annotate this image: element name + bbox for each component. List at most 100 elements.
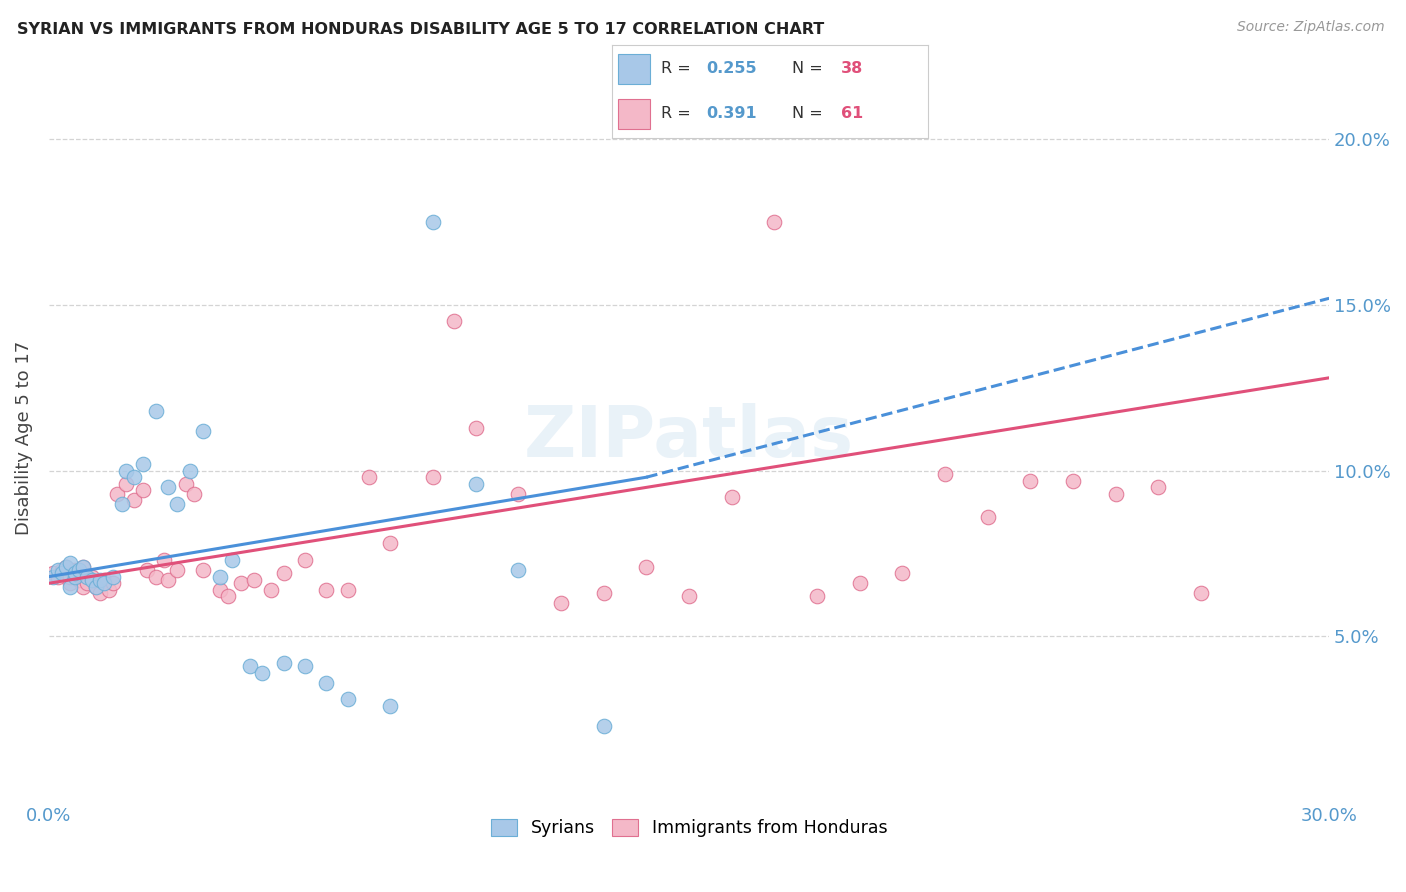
Point: [63, 566, 86, 581]
Point: [93, 573, 115, 587]
Point: [89, 573, 111, 587]
Point: [422, 215, 444, 229]
Bar: [619, 99, 650, 129]
Point: [422, 470, 444, 484]
Point: [183, 487, 205, 501]
Point: [273, 566, 295, 581]
Point: [89, 586, 111, 600]
Point: [84, 580, 107, 594]
Point: [1019, 474, 1042, 488]
Point: [508, 487, 530, 501]
Point: [59, 576, 82, 591]
Point: [550, 596, 572, 610]
Point: [217, 590, 239, 604]
Point: [63, 563, 86, 577]
Point: [101, 576, 124, 591]
Point: [114, 476, 136, 491]
Point: [97, 582, 120, 597]
Point: [76, 569, 98, 583]
Text: Source: ZipAtlas.com: Source: ZipAtlas.com: [1237, 20, 1385, 34]
Point: [592, 719, 614, 733]
Y-axis label: Disability Age 5 to 17: Disability Age 5 to 17: [15, 341, 32, 534]
Point: [336, 582, 359, 597]
Point: [1062, 474, 1084, 488]
Point: [59, 557, 82, 571]
Point: [124, 470, 146, 484]
Text: 0.255: 0.255: [707, 61, 758, 76]
Point: [208, 582, 231, 597]
Bar: [619, 54, 650, 84]
Point: [153, 553, 176, 567]
Text: 0.391: 0.391: [707, 106, 758, 121]
Text: 61: 61: [841, 106, 863, 121]
Point: [592, 586, 614, 600]
Point: [464, 476, 486, 491]
Point: [166, 497, 188, 511]
Point: [46, 569, 69, 583]
Text: SYRIAN VS IMMIGRANTS FROM HONDURAS DISABILITY AGE 5 TO 17 CORRELATION CHART: SYRIAN VS IMMIGRANTS FROM HONDURAS DISAB…: [17, 22, 824, 37]
Text: N =: N =: [792, 106, 828, 121]
Point: [157, 480, 180, 494]
Point: [243, 573, 266, 587]
Point: [55, 559, 77, 574]
Text: R =: R =: [661, 106, 696, 121]
Point: [145, 569, 167, 583]
Text: ZIPatlas: ZIPatlas: [524, 403, 853, 472]
Point: [221, 553, 243, 567]
Point: [124, 493, 146, 508]
Point: [136, 563, 159, 577]
Point: [1189, 586, 1212, 600]
Point: [105, 487, 128, 501]
Point: [294, 553, 316, 567]
Point: [1105, 487, 1128, 501]
Point: [260, 582, 283, 597]
Point: [636, 559, 658, 574]
Point: [72, 580, 94, 594]
Point: [80, 569, 103, 583]
Point: [464, 420, 486, 434]
Point: [72, 559, 94, 574]
Point: [145, 404, 167, 418]
Point: [229, 576, 252, 591]
Point: [114, 464, 136, 478]
Point: [110, 497, 132, 511]
Point: [508, 563, 530, 577]
Point: [315, 675, 337, 690]
Point: [763, 215, 786, 229]
Point: [443, 314, 465, 328]
Point: [294, 659, 316, 673]
Point: [84, 580, 107, 594]
Point: [977, 510, 1000, 524]
Point: [720, 490, 742, 504]
Point: [357, 470, 380, 484]
Point: [238, 659, 260, 673]
Point: [67, 573, 90, 587]
Point: [51, 563, 73, 577]
Point: [80, 573, 103, 587]
Point: [252, 665, 274, 680]
Point: [678, 590, 700, 604]
Point: [55, 559, 77, 574]
Legend: Syrians, Immigrants from Honduras: Syrians, Immigrants from Honduras: [484, 812, 894, 844]
Point: [93, 576, 115, 591]
Point: [848, 576, 870, 591]
Point: [42, 569, 65, 583]
Point: [132, 457, 155, 471]
Point: [1147, 480, 1170, 494]
Point: [63, 569, 86, 583]
Point: [132, 483, 155, 498]
Point: [891, 566, 914, 581]
Point: [191, 424, 214, 438]
Text: N =: N =: [792, 61, 828, 76]
Point: [67, 563, 90, 577]
Point: [179, 464, 201, 478]
Point: [46, 563, 69, 577]
Point: [934, 467, 956, 481]
Point: [76, 576, 98, 591]
Text: R =: R =: [661, 61, 696, 76]
Point: [59, 569, 82, 583]
Point: [336, 692, 359, 706]
Point: [51, 566, 73, 581]
Point: [174, 476, 197, 491]
Point: [806, 590, 828, 604]
